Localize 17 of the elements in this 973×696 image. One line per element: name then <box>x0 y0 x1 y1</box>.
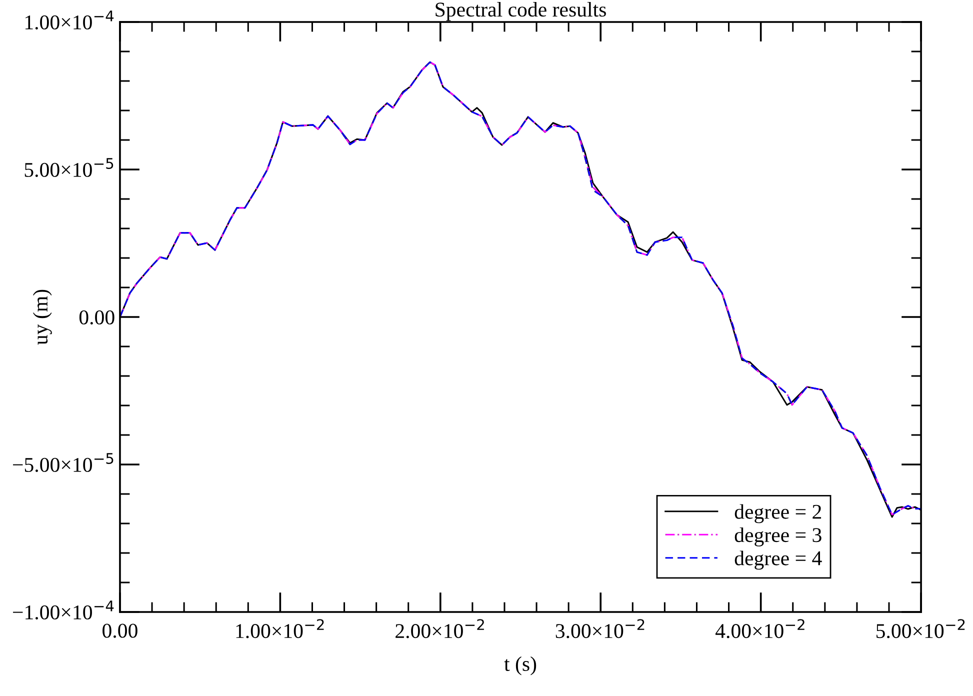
y-tick-label: −5.00×10$^{−5}$ <box>13 453 114 472</box>
x-axis-title: t (s) <box>504 656 536 676</box>
y-tick-label: 0.00 <box>79 310 114 325</box>
x-tick-label: 2.00×10$^{−2}$ <box>396 619 484 638</box>
legend-label: degree = 2 <box>734 504 822 524</box>
y-tick-label: 5.00×10$^{−5}$ <box>24 158 114 178</box>
chart-title: Spectral code results <box>436 2 606 21</box>
x-tick-label: 1.00×10$^{−2}$ <box>236 619 324 638</box>
y-axis-title: uy (m) <box>32 290 52 345</box>
x-tick-label: 3.00×10$^{−2}$ <box>556 619 644 638</box>
legend-label: degree = 3 <box>734 527 822 546</box>
legend-label: degree = 4 <box>734 550 822 570</box>
y-tick-label: 1.00×10$^{−4}$ <box>25 10 114 30</box>
x-tick-label: 4.00×10$^{−2}$ <box>716 619 804 638</box>
y-tick-label: −1.00×10$^{−4}$ <box>13 600 114 620</box>
x-tick-label: 5.00×10$^{−2}$ <box>876 619 965 638</box>
x-tick-label: 0.00 <box>102 624 138 638</box>
